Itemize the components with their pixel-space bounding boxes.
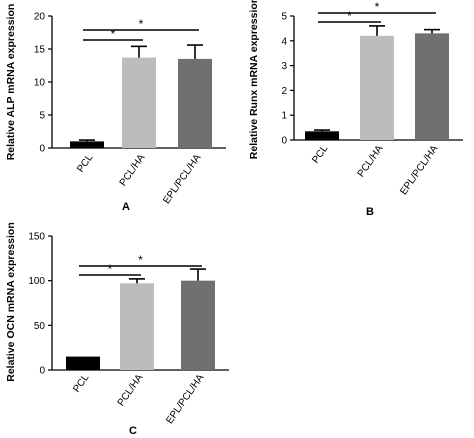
significance-star: *: [139, 17, 144, 31]
y-tick-label: 0: [39, 144, 45, 155]
panel-label: B: [366, 206, 374, 218]
y-axis-label: Relative Runx mRNA expression: [248, 0, 260, 159]
panel-label: A: [122, 201, 130, 213]
significance-star: *: [347, 9, 352, 23]
y-tick-label: 10: [34, 78, 46, 89]
y-tick-label: 4: [281, 36, 287, 47]
x-tick-label: PCL: [310, 143, 330, 166]
y-tick-label: 50: [34, 321, 46, 332]
significance-star: *: [108, 262, 113, 276]
y-tick-label: 0: [39, 366, 45, 377]
significance-star: *: [138, 253, 143, 267]
y-tick-label: 100: [28, 276, 45, 287]
bar-pcl-ha: [360, 35, 394, 141]
bar-epl-pcl-ha: [415, 33, 449, 140]
y-tick-label: 1: [281, 111, 287, 122]
y-axis-label: Relative ALP mRNA expression: [5, 4, 17, 161]
bar-pcl: [66, 356, 100, 370]
x-tick-label: EPL/PCL/HA: [164, 372, 206, 426]
x-tick-label: EPL/PCL/HA: [398, 143, 440, 197]
bar-epl-pcl-ha: [181, 280, 215, 370]
y-tick-label: 2: [281, 86, 287, 97]
bar-pcl: [305, 131, 339, 140]
chart-panel-b: 0 1 2 3 4 5 Relative Runx mRNA expression PCL PC…: [248, 0, 463, 218]
y-tick-label: 3: [281, 61, 287, 72]
x-tick-label: PCL: [71, 372, 91, 395]
y-tick-label: 20: [34, 12, 46, 23]
y-tick-label: 5: [39, 111, 45, 122]
panel-label: C: [129, 425, 137, 437]
y-axis-label: Relative OCN mRNA expression: [5, 222, 17, 382]
x-tick-label: PCL/HA: [116, 372, 146, 408]
significance-star: *: [375, 0, 380, 14]
y-tick-label: 150: [28, 232, 45, 243]
bar-pcl-ha: [122, 57, 156, 148]
chart-panel-c: 0 50 100 150 Relative OCN mRNA expression PCL…: [5, 222, 229, 437]
bar-epl-pcl-ha: [178, 58, 212, 148]
x-tick-label: PCL/HA: [356, 143, 386, 179]
y-tick-label: 0: [281, 136, 287, 147]
x-tick-label: PCL/HA: [118, 152, 148, 188]
x-tick-label: EPL/PCL/HA: [161, 152, 203, 206]
bar-pcl: [70, 141, 104, 148]
y-tick-label: 5: [281, 12, 287, 23]
x-tick-label: PCL: [75, 152, 95, 175]
y-tick-label: 15: [34, 45, 46, 56]
bar-pcl-ha: [120, 283, 154, 370]
significance-star: *: [111, 27, 116, 41]
chart-panel-a: 0 5 10 15 20 Relative ALP mRNA expression PCL P…: [5, 4, 226, 213]
